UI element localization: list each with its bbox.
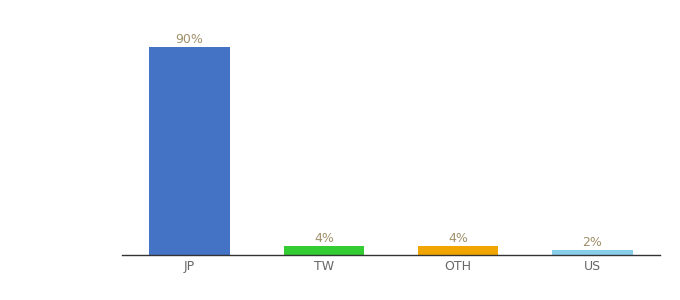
Bar xyxy=(552,250,633,255)
Text: 2%: 2% xyxy=(583,236,602,249)
Bar xyxy=(284,246,364,255)
Bar xyxy=(150,47,230,255)
Bar xyxy=(418,246,498,255)
Text: 4%: 4% xyxy=(448,232,468,244)
Text: 90%: 90% xyxy=(175,33,203,46)
Text: 4%: 4% xyxy=(314,232,334,244)
